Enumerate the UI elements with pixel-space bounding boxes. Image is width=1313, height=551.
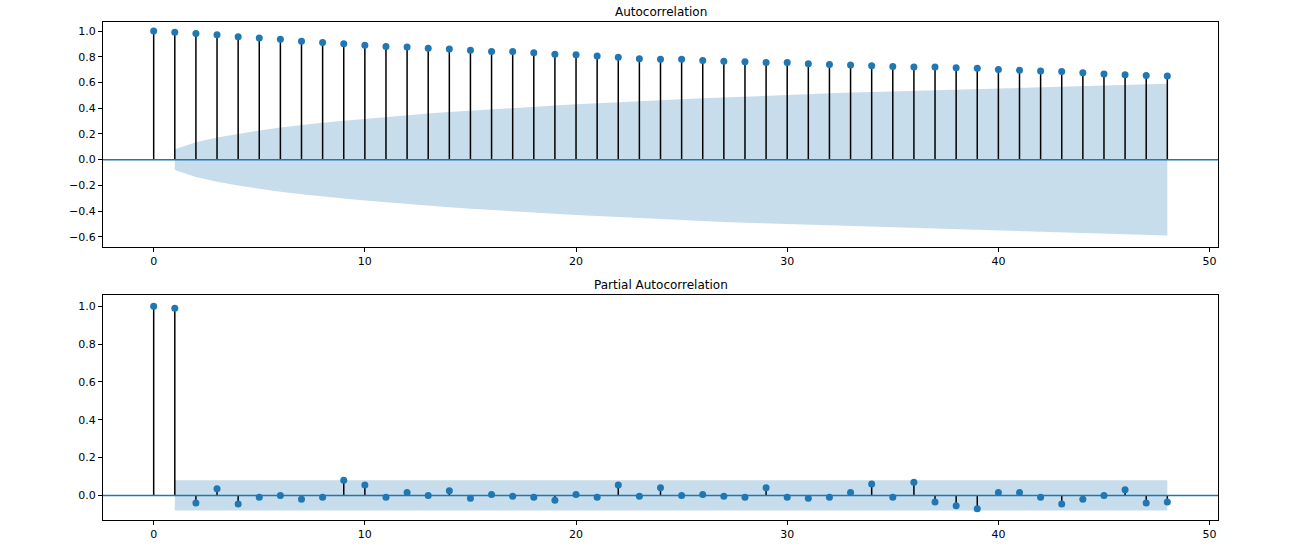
svg-text:Autocorrelation: Autocorrelation: [615, 5, 707, 19]
svg-text:−0.2: −0.2: [69, 179, 96, 192]
svg-text:−0.6: −0.6: [69, 231, 96, 244]
svg-text:0.6: 0.6: [78, 76, 96, 89]
svg-text:Partial Autocorrelation: Partial Autocorrelation: [594, 278, 728, 292]
svg-text:0: 0: [150, 255, 157, 268]
svg-text:20: 20: [569, 255, 583, 268]
svg-text:50: 50: [1203, 528, 1217, 541]
svg-text:0.8: 0.8: [78, 51, 96, 64]
svg-text:−0.4: −0.4: [69, 205, 96, 218]
svg-text:0.0: 0.0: [78, 153, 96, 166]
svg-text:0.8: 0.8: [78, 338, 96, 351]
svg-text:1.0: 1.0: [78, 25, 96, 38]
svg-text:20: 20: [569, 528, 583, 541]
svg-text:0.4: 0.4: [78, 414, 96, 427]
svg-text:0.4: 0.4: [78, 102, 96, 115]
svg-text:40: 40: [991, 528, 1005, 541]
svg-text:40: 40: [991, 255, 1005, 268]
svg-text:0: 0: [150, 528, 157, 541]
svg-text:1.0: 1.0: [78, 300, 96, 313]
svg-text:0.0: 0.0: [78, 489, 96, 502]
svg-text:0.2: 0.2: [78, 128, 96, 141]
svg-text:0.2: 0.2: [78, 451, 96, 464]
svg-text:0.6: 0.6: [78, 376, 96, 389]
svg-text:50: 50: [1203, 255, 1217, 268]
svg-text:10: 10: [358, 255, 372, 268]
svg-text:10: 10: [358, 528, 372, 541]
svg-text:30: 30: [780, 528, 794, 541]
svg-text:30: 30: [780, 255, 794, 268]
